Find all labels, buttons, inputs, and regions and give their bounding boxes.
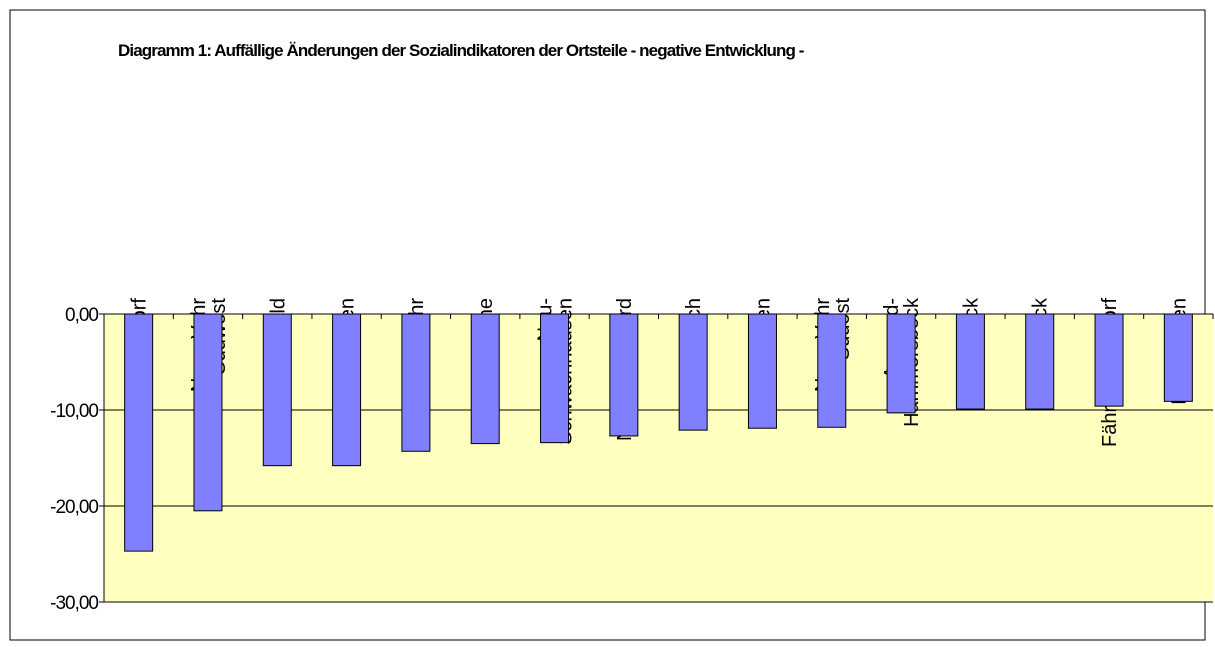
bar xyxy=(678,313,708,431)
bar xyxy=(609,313,639,437)
bar xyxy=(470,313,500,445)
bar xyxy=(401,313,431,452)
bar xyxy=(1163,313,1193,402)
y-tick-label: 0,00 xyxy=(65,305,98,326)
bar xyxy=(817,313,847,428)
bar xyxy=(886,313,916,414)
bar xyxy=(262,313,292,467)
bar xyxy=(1025,313,1055,410)
bar xyxy=(540,313,570,444)
bar xyxy=(955,313,985,410)
bar xyxy=(124,313,154,552)
y-tick-label: -10,00 xyxy=(50,401,98,422)
bar xyxy=(193,313,223,512)
bar xyxy=(332,313,362,467)
y-tick-label: -20,00 xyxy=(50,497,98,518)
bar xyxy=(1094,313,1124,407)
chart-title: Diagramm 1: Auffällige Änderungen der So… xyxy=(118,41,804,60)
y-tick-label: -30,00 xyxy=(50,593,98,614)
bar xyxy=(747,313,777,429)
